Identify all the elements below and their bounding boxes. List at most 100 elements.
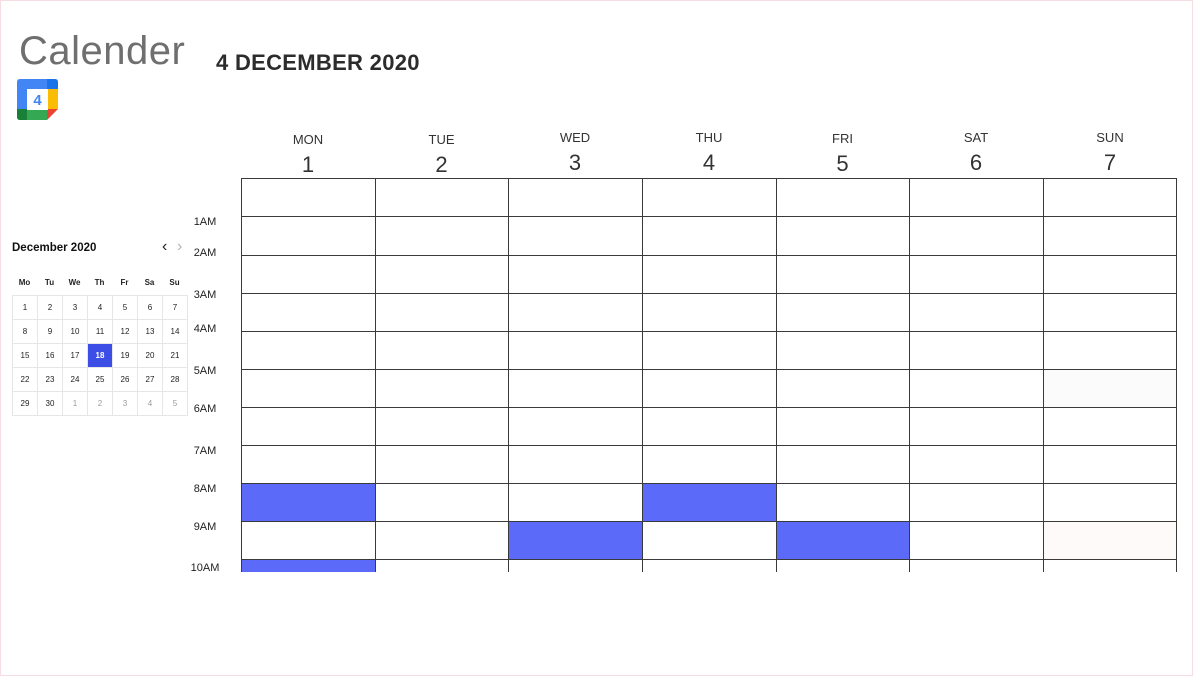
time-slot-cell[interactable]	[1043, 331, 1177, 370]
time-slot-cell[interactable]	[642, 216, 777, 256]
time-slot-cell[interactable]	[375, 483, 509, 522]
mini-calendar-day[interactable]: 30	[38, 392, 63, 416]
time-slot-cell[interactable]	[241, 255, 376, 294]
mini-calendar-day[interactable]: 3	[113, 392, 138, 416]
time-slot-cell[interactable]	[642, 445, 777, 484]
time-slot-cell[interactable]	[1043, 216, 1177, 256]
time-slot-cell[interactable]	[642, 407, 777, 446]
chevron-right-icon[interactable]: ›	[177, 238, 183, 255]
time-slot-cell[interactable]	[375, 255, 509, 294]
time-slot-cell[interactable]	[508, 293, 643, 332]
mini-calendar-day[interactable]: 10	[63, 320, 88, 344]
time-slot-cell[interactable]	[909, 216, 1044, 256]
time-slot-cell[interactable]	[1043, 407, 1177, 446]
mini-calendar-day[interactable]: 27	[138, 368, 163, 392]
time-slot-cell[interactable]	[642, 369, 777, 408]
time-slot-cell[interactable]	[241, 369, 376, 408]
calendar-event[interactable]	[776, 521, 910, 560]
time-slot-cell[interactable]	[642, 559, 777, 572]
time-slot-cell[interactable]	[909, 445, 1044, 484]
time-slot-cell[interactable]	[1043, 559, 1177, 572]
calendar-event[interactable]	[241, 483, 376, 522]
time-slot-cell[interactable]	[508, 331, 643, 370]
calendar-event[interactable]	[642, 483, 777, 522]
mini-calendar-day[interactable]: 4	[138, 392, 163, 416]
chevron-left-icon[interactable]: ‹	[162, 238, 168, 255]
time-slot-cell[interactable]	[909, 255, 1044, 294]
mini-calendar-day[interactable]: 17	[63, 344, 88, 368]
calendar-event[interactable]	[508, 521, 643, 560]
time-slot-cell[interactable]	[1043, 293, 1177, 332]
time-slot-cell[interactable]	[241, 407, 376, 446]
time-slot-cell[interactable]	[241, 445, 376, 484]
time-slot-cell[interactable]	[909, 369, 1044, 408]
time-slot-cell[interactable]	[375, 178, 509, 217]
mini-calendar-day[interactable]: 3	[63, 296, 88, 320]
time-slot-cell[interactable]	[375, 559, 509, 572]
time-slot-cell[interactable]	[508, 407, 643, 446]
mini-calendar-day[interactable]: 25	[88, 368, 113, 392]
mini-calendar-day[interactable]: 7	[163, 296, 188, 320]
time-slot-cell[interactable]	[1043, 445, 1177, 484]
time-slot-cell[interactable]	[1043, 369, 1177, 408]
time-slot-cell[interactable]	[776, 559, 910, 572]
time-slot-cell[interactable]	[776, 293, 910, 332]
time-slot-cell[interactable]	[776, 255, 910, 294]
mini-calendar-day[interactable]: 2	[88, 392, 113, 416]
time-slot-cell[interactable]	[375, 521, 509, 560]
time-slot-cell[interactable]	[1043, 521, 1177, 560]
mini-calendar-day[interactable]: 22	[13, 368, 38, 392]
mini-calendar-day-selected[interactable]: 18	[88, 344, 113, 368]
time-slot-cell[interactable]	[375, 407, 509, 446]
time-slot-cell[interactable]	[776, 369, 910, 408]
mini-calendar-day[interactable]: 23	[38, 368, 63, 392]
time-slot-cell[interactable]	[642, 178, 777, 217]
time-slot-cell[interactable]	[375, 369, 509, 408]
mini-calendar-day[interactable]: 24	[63, 368, 88, 392]
mini-calendar-day[interactable]: 19	[113, 344, 138, 368]
time-slot-cell[interactable]	[642, 521, 777, 560]
time-slot-cell[interactable]	[1043, 255, 1177, 294]
time-slot-cell[interactable]	[776, 178, 910, 217]
time-slot-cell[interactable]	[508, 369, 643, 408]
mini-calendar-day[interactable]: 13	[138, 320, 163, 344]
time-slot-cell[interactable]	[642, 331, 777, 370]
mini-calendar-day[interactable]: 12	[113, 320, 138, 344]
time-slot-cell[interactable]	[508, 216, 643, 256]
time-slot-cell[interactable]	[776, 407, 910, 446]
time-slot-cell[interactable]	[776, 216, 910, 256]
time-slot-cell[interactable]	[642, 255, 777, 294]
time-slot-cell[interactable]	[375, 445, 509, 484]
mini-calendar-day[interactable]: 29	[13, 392, 38, 416]
time-slot-cell[interactable]	[909, 521, 1044, 560]
mini-calendar-day[interactable]: 2	[38, 296, 63, 320]
time-slot-cell[interactable]	[241, 216, 376, 256]
time-slot-cell[interactable]	[1043, 178, 1177, 217]
time-slot-cell[interactable]	[776, 331, 910, 370]
mini-calendar-day[interactable]: 4	[88, 296, 113, 320]
mini-calendar-day[interactable]: 5	[113, 296, 138, 320]
time-slot-cell[interactable]	[1043, 483, 1177, 522]
mini-calendar-day[interactable]: 21	[163, 344, 188, 368]
calendar-event[interactable]	[241, 559, 376, 572]
mini-calendar-day[interactable]: 9	[38, 320, 63, 344]
mini-calendar-day[interactable]: 15	[13, 344, 38, 368]
time-slot-cell[interactable]	[909, 331, 1044, 370]
mini-calendar-day[interactable]: 1	[13, 296, 38, 320]
time-slot-cell[interactable]	[909, 483, 1044, 522]
time-slot-cell[interactable]	[508, 445, 643, 484]
mini-calendar-day[interactable]: 8	[13, 320, 38, 344]
time-slot-cell[interactable]	[508, 483, 643, 522]
time-slot-cell[interactable]	[508, 255, 643, 294]
mini-calendar-day[interactable]: 28	[163, 368, 188, 392]
time-slot-cell[interactable]	[375, 216, 509, 256]
time-slot-cell[interactable]	[508, 178, 643, 217]
time-slot-cell[interactable]	[776, 483, 910, 522]
time-slot-cell[interactable]	[909, 293, 1044, 332]
time-slot-cell[interactable]	[508, 559, 643, 572]
time-slot-cell[interactable]	[241, 178, 376, 217]
mini-calendar-day[interactable]: 20	[138, 344, 163, 368]
time-slot-cell[interactable]	[241, 293, 376, 332]
mini-calendar-day[interactable]: 5	[163, 392, 188, 416]
time-slot-cell[interactable]	[909, 178, 1044, 217]
